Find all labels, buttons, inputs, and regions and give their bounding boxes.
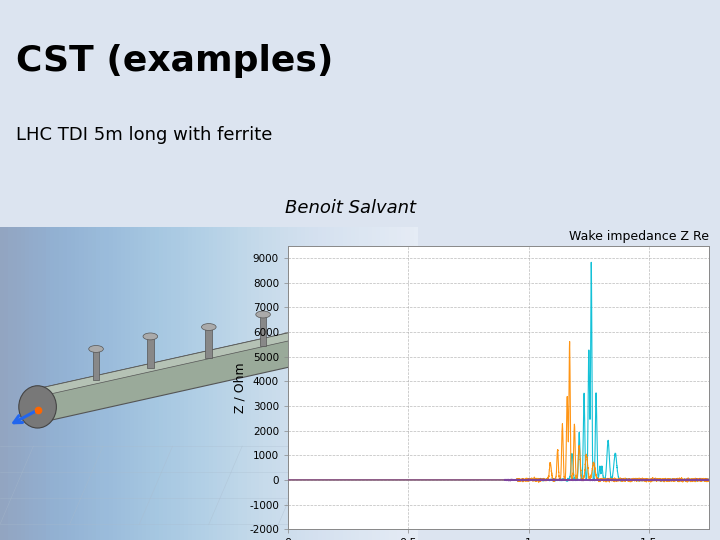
Ellipse shape	[143, 333, 158, 340]
Text: LHC TDI 5m long with ferrite: LHC TDI 5m long with ferrite	[16, 126, 272, 144]
Polygon shape	[306, 305, 312, 336]
Ellipse shape	[202, 323, 216, 330]
Text: Wake impedance Z Re: Wake impedance Z Re	[570, 230, 709, 243]
Y-axis label: Z / Ohm: Z / Ohm	[233, 362, 246, 413]
Polygon shape	[147, 336, 153, 368]
Polygon shape	[33, 321, 351, 396]
Text: Benoit Salvant: Benoit Salvant	[285, 199, 416, 217]
Polygon shape	[93, 349, 99, 380]
Ellipse shape	[329, 315, 364, 361]
Ellipse shape	[302, 302, 316, 308]
Polygon shape	[33, 321, 343, 424]
Polygon shape	[205, 327, 212, 359]
Text: CST (examples): CST (examples)	[16, 44, 333, 78]
Ellipse shape	[19, 386, 56, 428]
Polygon shape	[260, 314, 266, 346]
Ellipse shape	[256, 311, 271, 318]
Ellipse shape	[89, 346, 104, 353]
